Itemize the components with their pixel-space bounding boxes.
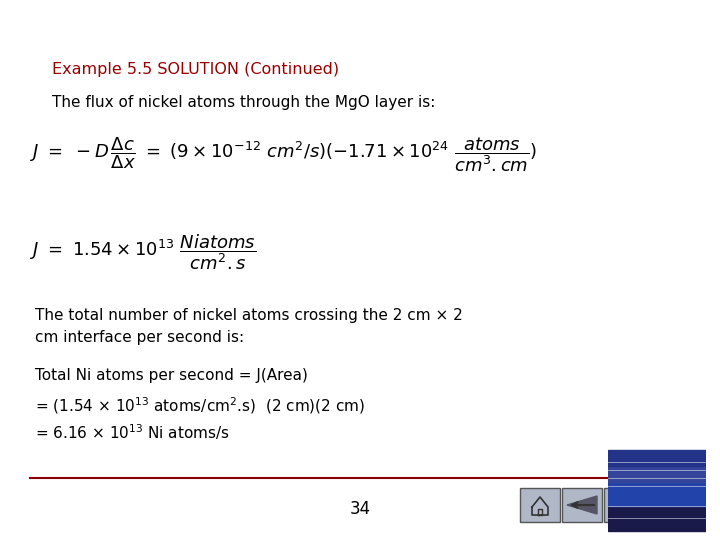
Text: Total Ni atoms per second = J(Area): Total Ni atoms per second = J(Area) xyxy=(35,368,308,383)
Bar xyxy=(608,449,706,465)
Polygon shape xyxy=(567,496,597,514)
Text: The total number of nickel atoms crossing the 2 cm × 2
cm interface per second i: The total number of nickel atoms crossin… xyxy=(35,308,463,345)
Polygon shape xyxy=(651,496,678,514)
Bar xyxy=(608,465,706,482)
Text: = 6.16 $\times$ 10$^{13}$ Ni atoms/s: = 6.16 $\times$ 10$^{13}$ Ni atoms/s xyxy=(35,422,230,442)
Text: = (1.54 $\times$ 10$^{13}$ atoms/cm$^2$.s)  (2 cm)(2 cm): = (1.54 $\times$ 10$^{13}$ atoms/cm$^2$.… xyxy=(35,395,365,416)
Bar xyxy=(608,482,706,507)
Text: Example 5.5 SOLUTION (Continued): Example 5.5 SOLUTION (Continued) xyxy=(52,62,339,77)
FancyBboxPatch shape xyxy=(604,488,644,522)
Text: $J \ = \ -D\,\dfrac{\Delta c}{\Delta x} \ = \ (9 \times 10^{-12}\ cm^2 / s)(-1.7: $J \ = \ -D\,\dfrac{\Delta c}{\Delta x} … xyxy=(30,135,537,174)
Bar xyxy=(608,507,706,530)
FancyBboxPatch shape xyxy=(562,488,602,522)
FancyBboxPatch shape xyxy=(520,488,560,522)
Text: $J \ = \ 1.54 \times 10^{13}\ \dfrac{Niatoms}{cm^2.s}$: $J \ = \ 1.54 \times 10^{13}\ \dfrac{Nia… xyxy=(30,232,256,272)
FancyBboxPatch shape xyxy=(646,488,686,522)
Text: The flux of nickel atoms through the MgO layer is:: The flux of nickel atoms through the MgO… xyxy=(52,95,436,110)
Polygon shape xyxy=(609,496,639,514)
Text: 34: 34 xyxy=(349,500,371,518)
